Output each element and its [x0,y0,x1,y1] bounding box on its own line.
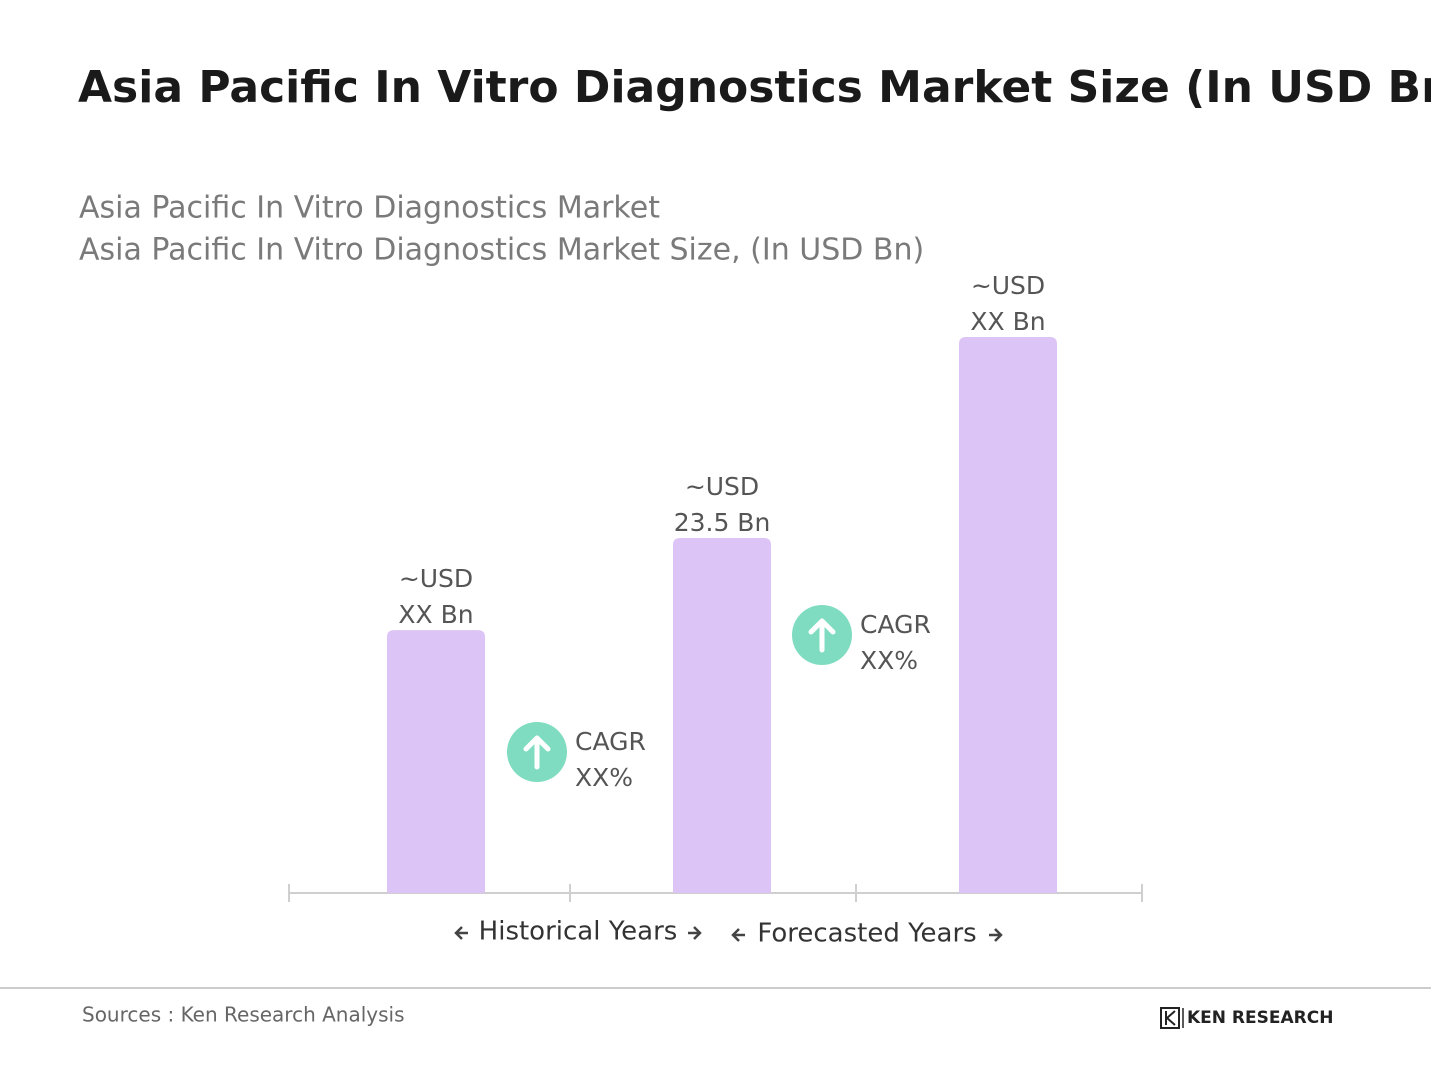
source: Sources : Ken Research Analysis [82,1003,405,1027]
period-label: Historical Years [479,917,678,947]
value-label: XX Bn [970,307,1045,336]
cagr-arrow [808,618,836,653]
cagr-label: CAGR [575,727,646,756]
cagr-arrow [523,735,551,770]
bar [959,337,1057,893]
value-label: ~USD [685,472,759,501]
cagr-label: CAGR [860,610,931,639]
chart-subtitle: Asia Pacific In Vitro Diagnostics Market… [79,233,924,268]
chart-subtitle: Asia Pacific In Vitro Diagnostics Market [79,191,660,226]
value-label: 23.5 Bn [674,508,771,537]
value-label: ~USD [971,271,1045,300]
period-arrows [454,926,1003,942]
cagr-label: XX% [575,763,633,792]
bar [673,537,771,893]
axis-ticks [288,884,1143,902]
chart-title: Asia Pacific In Vitro Diagnostics Market… [78,62,1431,113]
bar [387,630,485,893]
logo-icon [1160,1007,1184,1029]
value-label: ~USD [399,564,473,593]
cagr-label: XX% [860,646,918,675]
logo-text: KEN RESEARCH [1187,1008,1333,1028]
period-label: Forecasted Years [757,919,976,949]
value-label: XX Bn [398,600,473,629]
